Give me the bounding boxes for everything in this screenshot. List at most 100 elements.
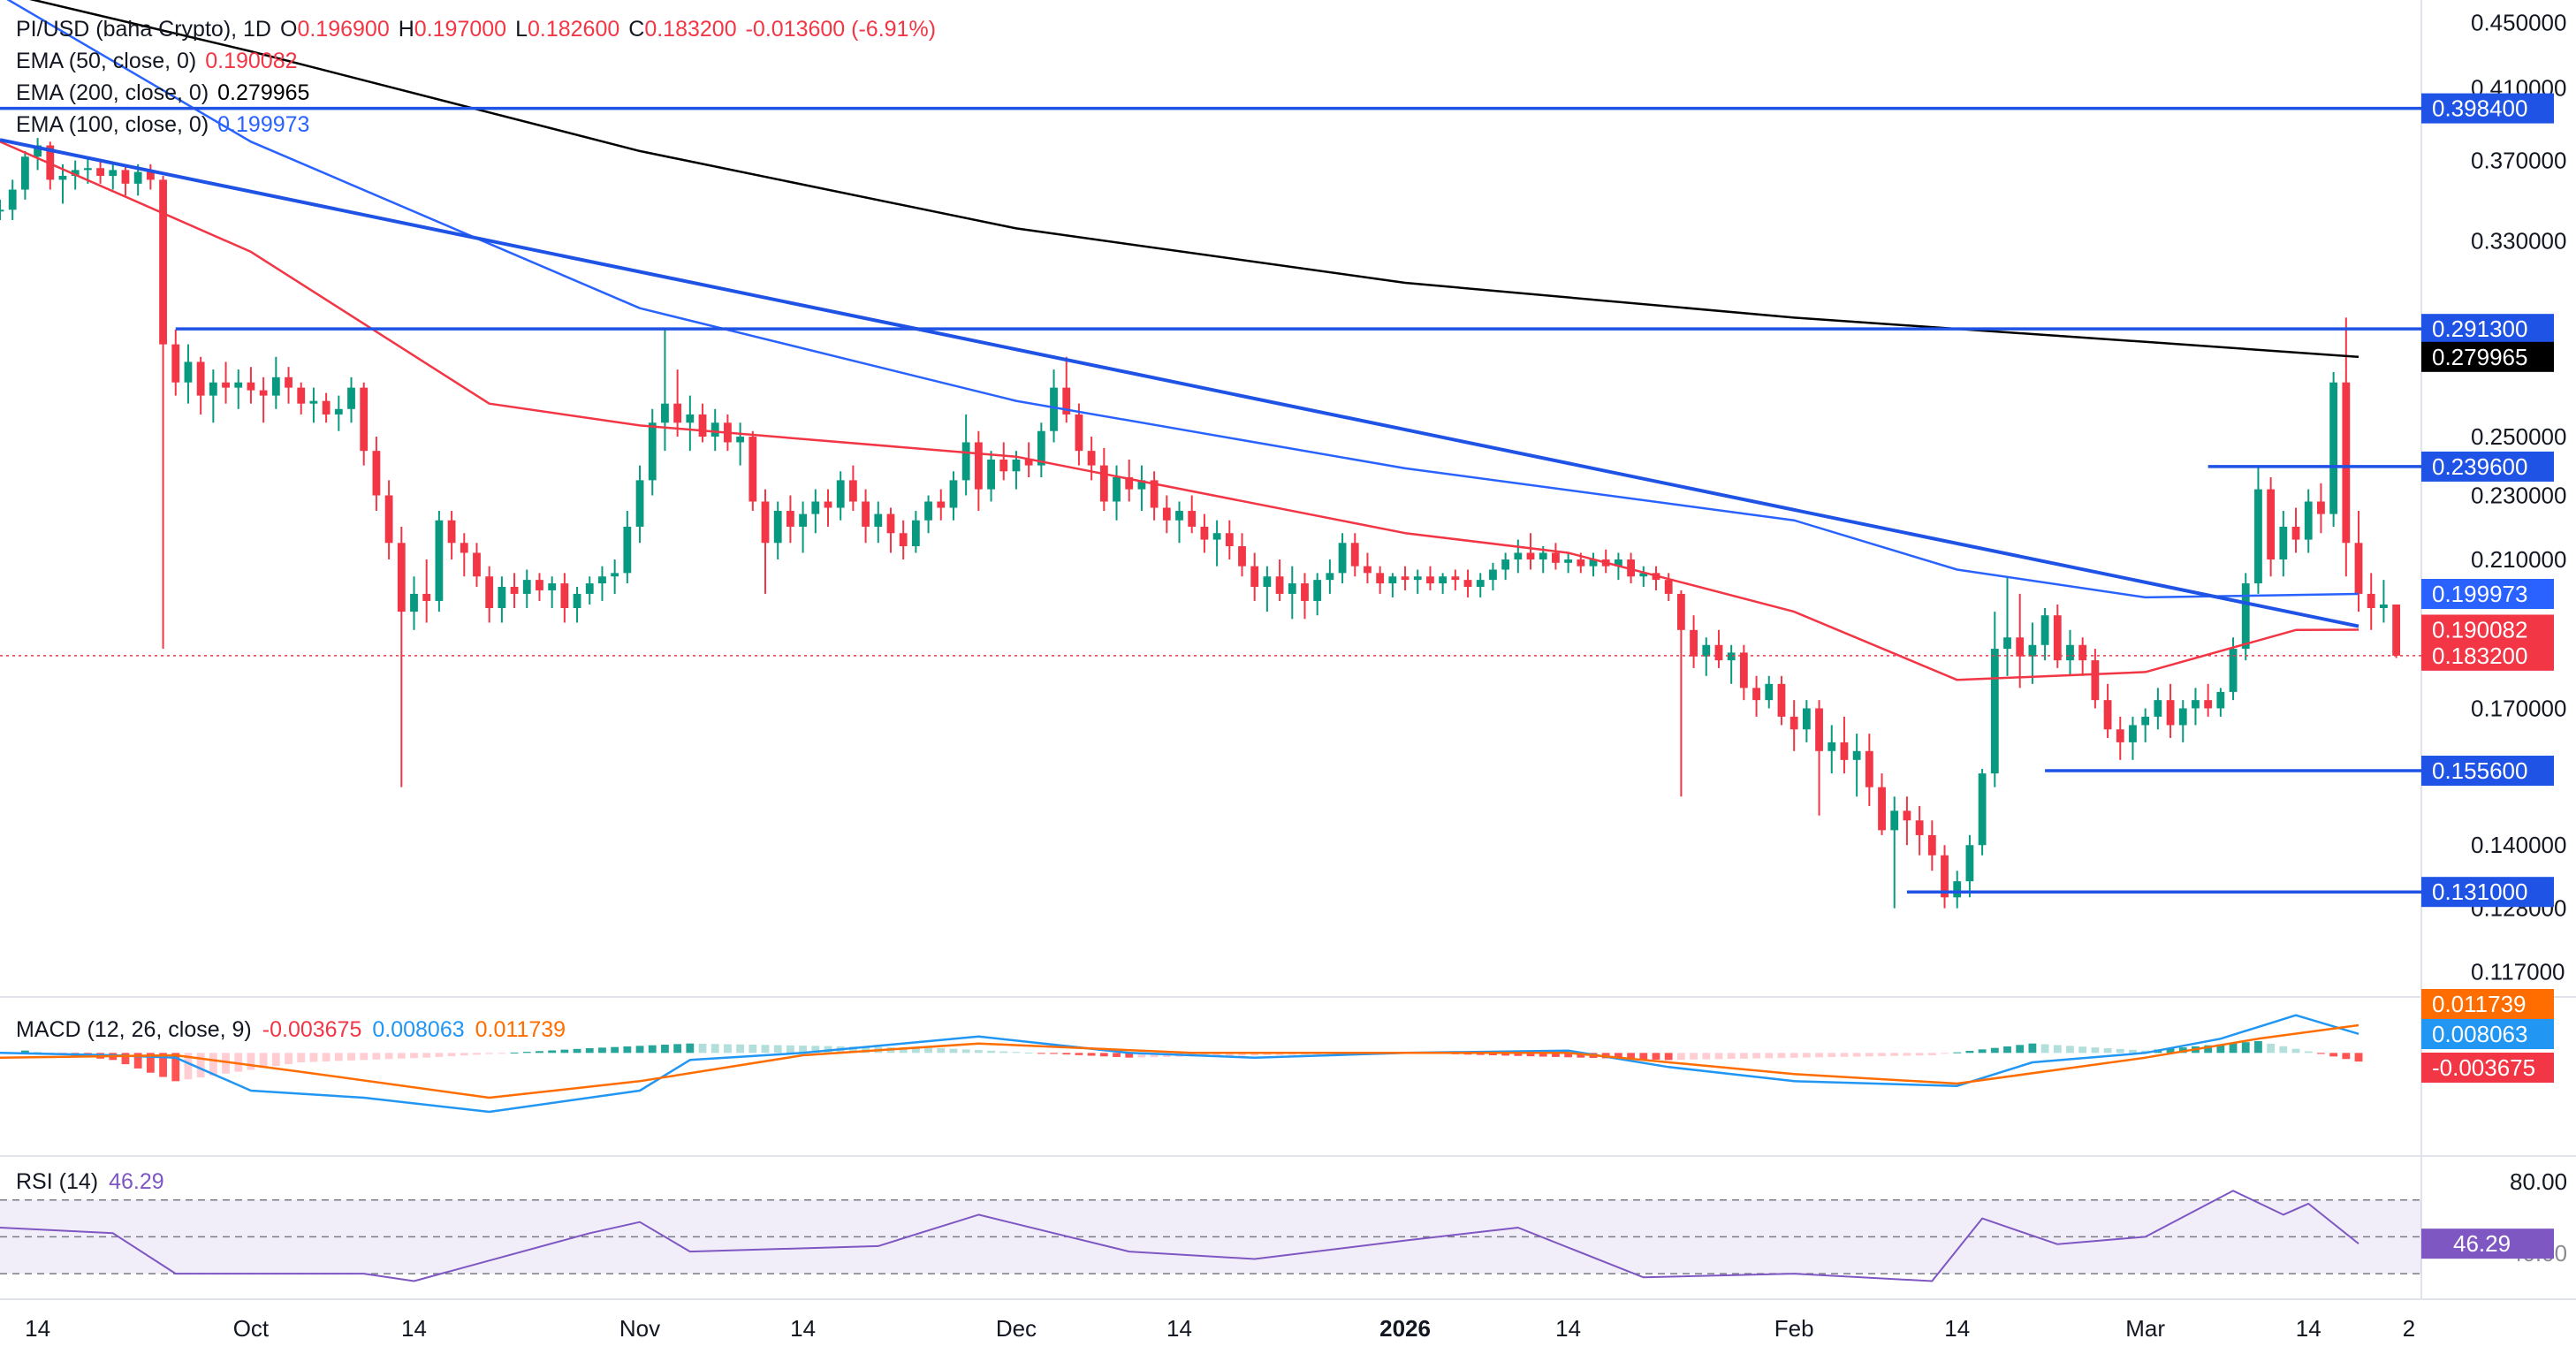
trendline — [0, 138, 2359, 628]
candle-body — [1752, 688, 1760, 701]
macd-histogram-bar — [2216, 1044, 2225, 1054]
macd-histogram-bar — [384, 1053, 393, 1060]
candle-body — [234, 382, 243, 388]
candle-body — [2229, 649, 2238, 692]
time-tick-label-13: 2 — [2403, 1315, 2415, 1342]
macd-histogram-bar — [397, 1053, 406, 1059]
macd-histogram-bar — [961, 1049, 970, 1054]
candle-body — [1113, 476, 1121, 502]
macd-histogram-bar — [611, 1046, 619, 1054]
candle-body — [573, 593, 581, 609]
candle-body — [1790, 716, 1798, 730]
candle-body — [848, 480, 857, 502]
candle-body — [686, 414, 695, 423]
macd-histogram-bar — [949, 1048, 958, 1054]
candle-body — [1714, 644, 1723, 661]
candle-body — [911, 520, 920, 546]
macd-histogram-bar — [548, 1050, 557, 1054]
macd-histogram-bar — [297, 1053, 306, 1062]
candle-body — [2166, 700, 2175, 726]
candle-body — [2091, 660, 2100, 701]
candle-body — [2354, 543, 2363, 594]
candle-body — [1489, 569, 1497, 581]
candle-body — [1476, 580, 1485, 587]
macd-value: 0.008063 — [372, 1017, 465, 1042]
macd-histogram-bar — [1941, 1053, 1949, 1054]
macd-histogram-bar — [20, 1050, 29, 1054]
price-tick-label-6: 0.210000 — [2471, 546, 2566, 573]
macd-histogram-bar — [1113, 1053, 1121, 1057]
candle-body — [58, 175, 67, 180]
macd-histogram-bar — [773, 1045, 782, 1054]
macd-histogram-bar — [1890, 1053, 1899, 1056]
candle-body — [1727, 652, 1736, 661]
candle-body — [698, 414, 707, 437]
candle-body — [1388, 576, 1397, 584]
macd-histogram-bar — [222, 1053, 230, 1074]
macd-histogram-bar — [1915, 1053, 1924, 1056]
candle-body — [1915, 820, 1924, 835]
candle-body — [271, 377, 280, 396]
price-tick-label-5: 0.230000 — [2471, 483, 2566, 509]
macd-histogram-bar — [1614, 1053, 1622, 1059]
ema50-legend[interactable]: EMA (50, close, 0) 0.190082 — [16, 46, 307, 76]
candle-body — [498, 586, 506, 609]
macd-histogram-bar — [1990, 1047, 1999, 1054]
price-tag-bg-6 — [2421, 756, 2554, 787]
macd-histogram-bar — [171, 1053, 180, 1082]
macd-histogram-bar — [1137, 1053, 1146, 1058]
macd-legend[interactable]: MACD (12, 26, close, 9) -0.003675 0.008063… — [16, 1015, 576, 1045]
macd-histogram-bar — [1802, 1053, 1811, 1058]
candle-body — [1175, 511, 1183, 521]
rsi-line — [0, 1190, 2359, 1282]
ema200-legend[interactable]: EMA (200, close, 0) 0.279965 — [16, 78, 318, 108]
macd-histogram-bar — [247, 1053, 255, 1070]
macd-histogram-bar — [2267, 1043, 2276, 1054]
candle-body — [1200, 526, 1209, 540]
candle-body — [1037, 430, 1045, 466]
candle-body — [2066, 644, 2074, 661]
time-tick-label-1: Oct — [233, 1315, 270, 1342]
macd-histogram-bar — [2241, 1042, 2250, 1054]
macd-histogram-bar — [1639, 1053, 1648, 1060]
macd-tag-bg-0 — [2421, 989, 2554, 1019]
macd-histogram-bar — [673, 1044, 682, 1054]
macd-histogram-bar — [736, 1044, 745, 1054]
ema100-legend[interactable]: EMA (100, close, 0) 0.199973 — [16, 110, 318, 140]
candle-body — [2304, 501, 2313, 540]
price-tick-label-4: 0.250000 — [2471, 423, 2566, 450]
candle-body — [2291, 526, 2300, 540]
candle-body — [247, 382, 255, 391]
ema100-label: EMA (100, close, 0) — [16, 112, 209, 137]
candle-body — [2241, 583, 2250, 650]
rsi-legend[interactable]: RSI (14) 46.29 — [16, 1167, 175, 1197]
candle-body — [1439, 576, 1448, 584]
candle-body — [773, 511, 782, 544]
price-tick-label-10: 0.117000 — [2471, 958, 2565, 985]
candle-body — [1802, 708, 1811, 730]
candle-body — [20, 156, 29, 190]
macd-histogram-bar — [2317, 1053, 2325, 1054]
macd-tag-0: 0.011739 — [2432, 991, 2527, 1017]
macd-histogram-bar — [1526, 1053, 1535, 1057]
macd-histogram-bar — [133, 1053, 142, 1069]
price-tag-bg-2 — [2421, 451, 2554, 482]
candle-body — [372, 451, 381, 496]
macd-histogram-bar — [460, 1053, 468, 1056]
ema50-label: EMA (50, close, 0) — [16, 49, 197, 73]
candle-body — [1941, 855, 1949, 898]
macd-histogram-bar — [1050, 1053, 1058, 1054]
rsi-tag: 46.29 — [2453, 1230, 2511, 1257]
candle-body — [1953, 881, 1962, 898]
candle-body — [1301, 583, 1309, 601]
price-tag-4: 0.190082 — [2432, 616, 2527, 643]
macd-histogram-bar — [1501, 1053, 1510, 1056]
candle-body — [71, 170, 80, 176]
macd-histogram-bar — [1150, 1053, 1159, 1058]
candle-body — [133, 171, 142, 184]
macd-histogram-bar — [974, 1050, 983, 1054]
price-tag-7: 0.131000 — [2432, 879, 2527, 905]
macd-histogram-bar — [1250, 1053, 1259, 1056]
macd-histogram-bar — [2141, 1050, 2150, 1054]
